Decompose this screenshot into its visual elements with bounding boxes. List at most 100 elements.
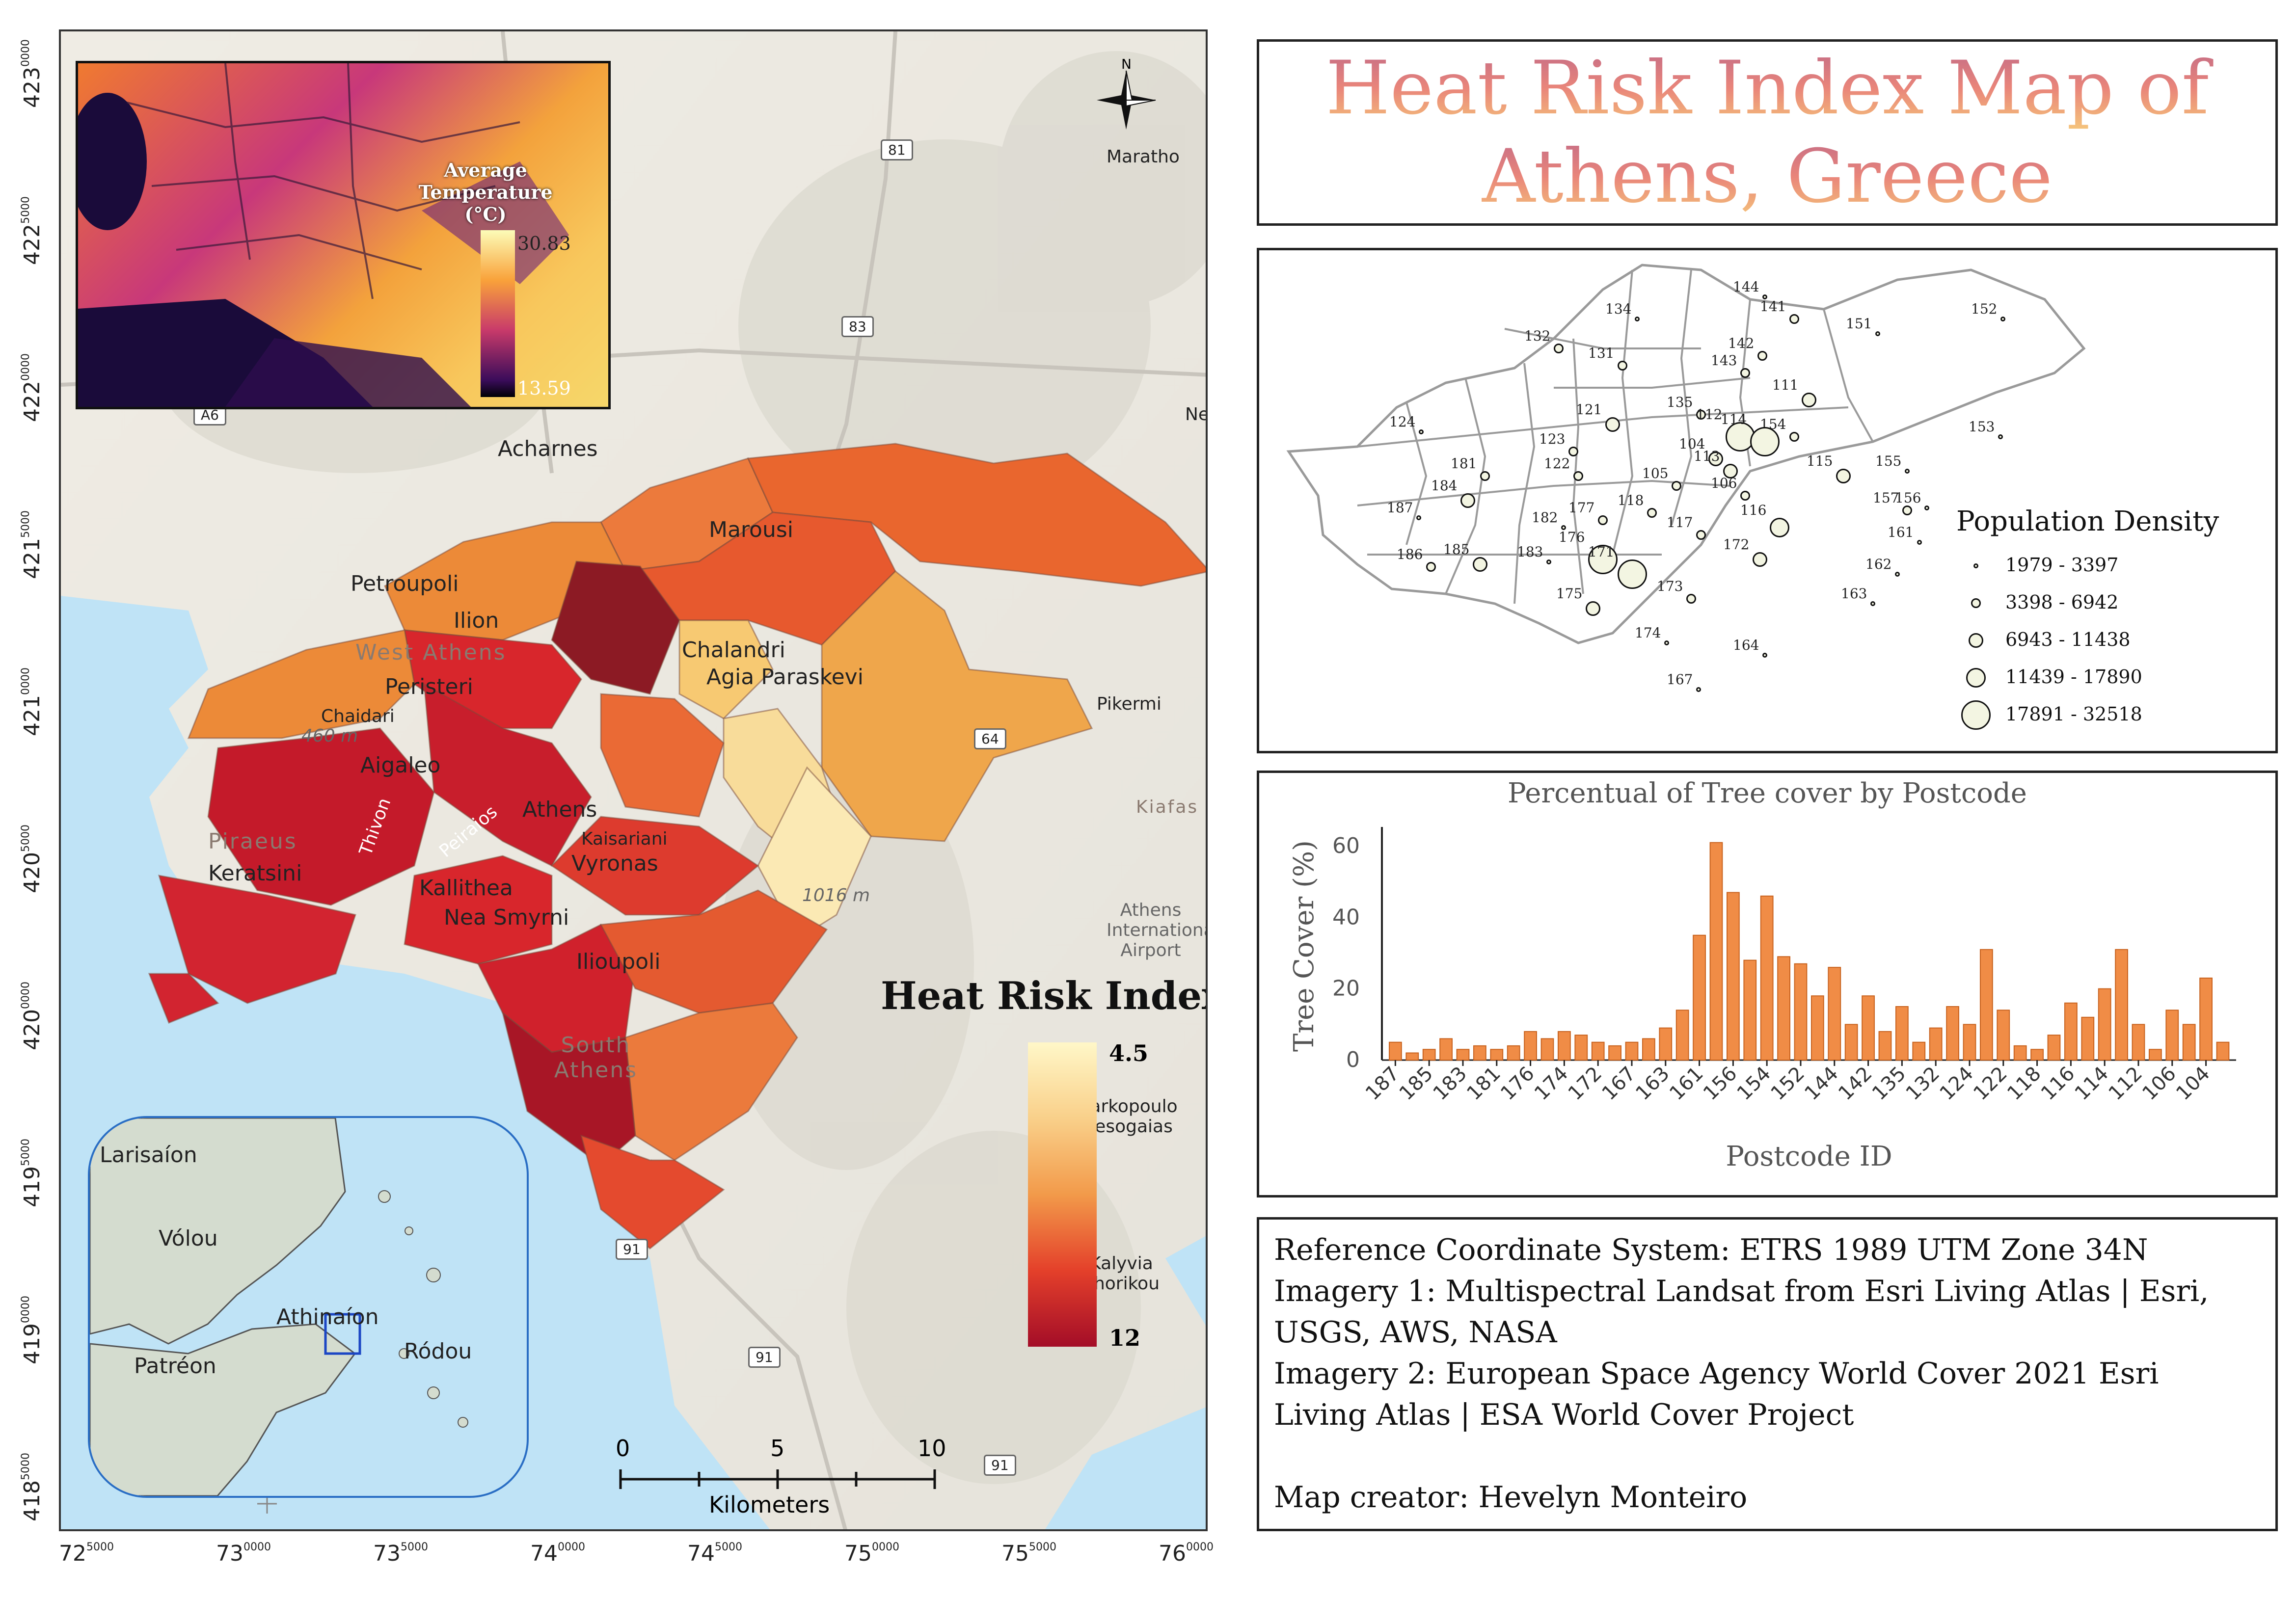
road-shield: 81 [881, 139, 913, 160]
postcode-label: 124 [1389, 414, 1416, 430]
population-symbol[interactable] [1789, 314, 1799, 324]
population-symbol[interactable] [1647, 508, 1657, 518]
population-symbol[interactable] [1762, 653, 1767, 658]
population-symbol[interactable] [1708, 452, 1723, 466]
population-symbol[interactable] [1605, 417, 1620, 432]
population-symbol[interactable] [1875, 331, 1880, 336]
population-symbol[interactable] [1561, 525, 1566, 530]
bar [1828, 967, 1841, 1061]
bar [1844, 1024, 1858, 1061]
population-symbol[interactable] [1905, 469, 1910, 474]
place-label: Kaisariani [581, 829, 668, 849]
bar [1405, 1052, 1419, 1061]
postcode-label: 157 [1873, 490, 1899, 506]
population-legend-item: 17891 - 32518 [1956, 696, 2261, 734]
population-symbol[interactable] [1696, 410, 1706, 420]
place-label: South Athens [554, 1033, 638, 1083]
north-arrow: N [1087, 56, 1165, 139]
population-symbol[interactable] [1740, 491, 1750, 501]
population-symbol[interactable] [1696, 687, 1701, 692]
place-label: Keratsini [208, 861, 302, 886]
bar [1524, 1031, 1537, 1061]
population-symbol[interactable] [1836, 469, 1851, 483]
bar [2098, 988, 2111, 1061]
x-tick-label: 104 [2172, 1063, 2215, 1105]
x-tick-label: 740000 [530, 1541, 585, 1566]
population-symbol[interactable] [1762, 294, 1767, 299]
population-symbol[interactable] [1917, 540, 1922, 545]
population-symbol[interactable] [1802, 393, 1816, 407]
y-tick-label: 40 [1332, 905, 1360, 930]
population-symbol[interactable] [2000, 317, 2005, 321]
population-symbol[interactable] [1419, 429, 1424, 434]
x-tick-label: 161 [1665, 1063, 1708, 1105]
place-label: Maratho [1107, 147, 1180, 167]
population-symbol[interactable] [1753, 552, 1767, 567]
bar [1946, 1006, 1959, 1061]
population-symbol[interactable] [1750, 427, 1780, 456]
population-symbol[interactable] [1554, 344, 1564, 353]
postcode-label: 141 [1760, 298, 1786, 315]
main-map[interactable]: Acharnes Marousi Petroupoli Ilion West A… [59, 29, 1208, 1531]
bar [2064, 1002, 2078, 1061]
population-symbol[interactable] [1618, 361, 1627, 371]
bar [1659, 1027, 1673, 1061]
population-symbol[interactable] [1573, 471, 1583, 481]
population-symbol[interactable] [1789, 432, 1799, 442]
population-symbol[interactable] [1870, 601, 1875, 606]
bar [1608, 1045, 1621, 1061]
population-symbol[interactable] [1426, 562, 1436, 572]
bar [1389, 1041, 1402, 1061]
postcode-label: 172 [1723, 536, 1750, 553]
bar [1929, 1027, 1943, 1061]
population-symbol[interactable] [1998, 434, 2003, 439]
x-tick-label: 187 [1361, 1063, 1404, 1105]
postcode-label: 135 [1667, 394, 1693, 410]
population-symbol[interactable] [1568, 447, 1578, 456]
population-symbol[interactable] [1460, 493, 1475, 508]
x-tick-label: 750000 [844, 1541, 899, 1566]
population-symbol[interactable] [1902, 506, 1912, 515]
population-symbol[interactable] [1686, 594, 1696, 604]
population-symbol[interactable] [1672, 481, 1681, 491]
elevation-label: 460 m [301, 726, 358, 746]
postcode-label: 132 [1524, 328, 1551, 344]
population-symbol[interactable] [1740, 368, 1750, 378]
x-tick-label: 135 [1868, 1063, 1911, 1105]
population-symbol[interactable] [1598, 515, 1608, 525]
population-symbol[interactable] [1588, 545, 1618, 574]
population-symbol[interactable] [1770, 518, 1789, 537]
postcode-label: 152 [1971, 301, 1998, 317]
population-symbol[interactable] [1586, 601, 1600, 616]
population-symbol[interactable] [1618, 559, 1647, 589]
postcode-label: 151 [1846, 316, 1872, 332]
population-symbol[interactable] [1723, 464, 1738, 479]
postcode-label: 184 [1431, 478, 1458, 494]
population-symbol[interactable] [1416, 515, 1421, 520]
postcode-label: 153 [1969, 419, 1995, 435]
credits-line: Imagery 2: European Space Agency World C… [1274, 1357, 2159, 1391]
postcode-label: 182 [1532, 509, 1558, 526]
population-symbol[interactable] [1924, 506, 1929, 510]
population-legend-item: 11439 - 17890 [1956, 659, 2261, 696]
population-symbol[interactable] [1635, 317, 1640, 321]
locator-place: Athinaíon [276, 1304, 379, 1330]
population-symbol[interactable] [1480, 471, 1490, 481]
bar [1760, 895, 1774, 1061]
place-label: Aigaleo [360, 753, 441, 778]
postcode-label: 115 [1807, 453, 1833, 469]
postcode-label: 164 [1733, 637, 1759, 653]
x-tick-label: 730000 [216, 1541, 271, 1566]
population-symbol[interactable] [1696, 530, 1706, 540]
population-symbol[interactable] [1546, 559, 1551, 564]
legend-symbol [1961, 700, 1991, 730]
population-symbol[interactable] [1895, 572, 1900, 577]
population-symbols: 134 144 141 151 152 132 131 142 143 111 124 121 135 1… [1259, 250, 2275, 751]
population-symbol[interactable] [1473, 557, 1487, 572]
postcode-label: 143 [1711, 352, 1737, 369]
population-symbol[interactable] [1664, 640, 1669, 645]
population-symbol[interactable] [1757, 351, 1767, 361]
postcode-label: 144 [1733, 279, 1759, 295]
postcode-label: 134 [1605, 301, 1632, 317]
place-label: Acharnes [498, 436, 598, 461]
